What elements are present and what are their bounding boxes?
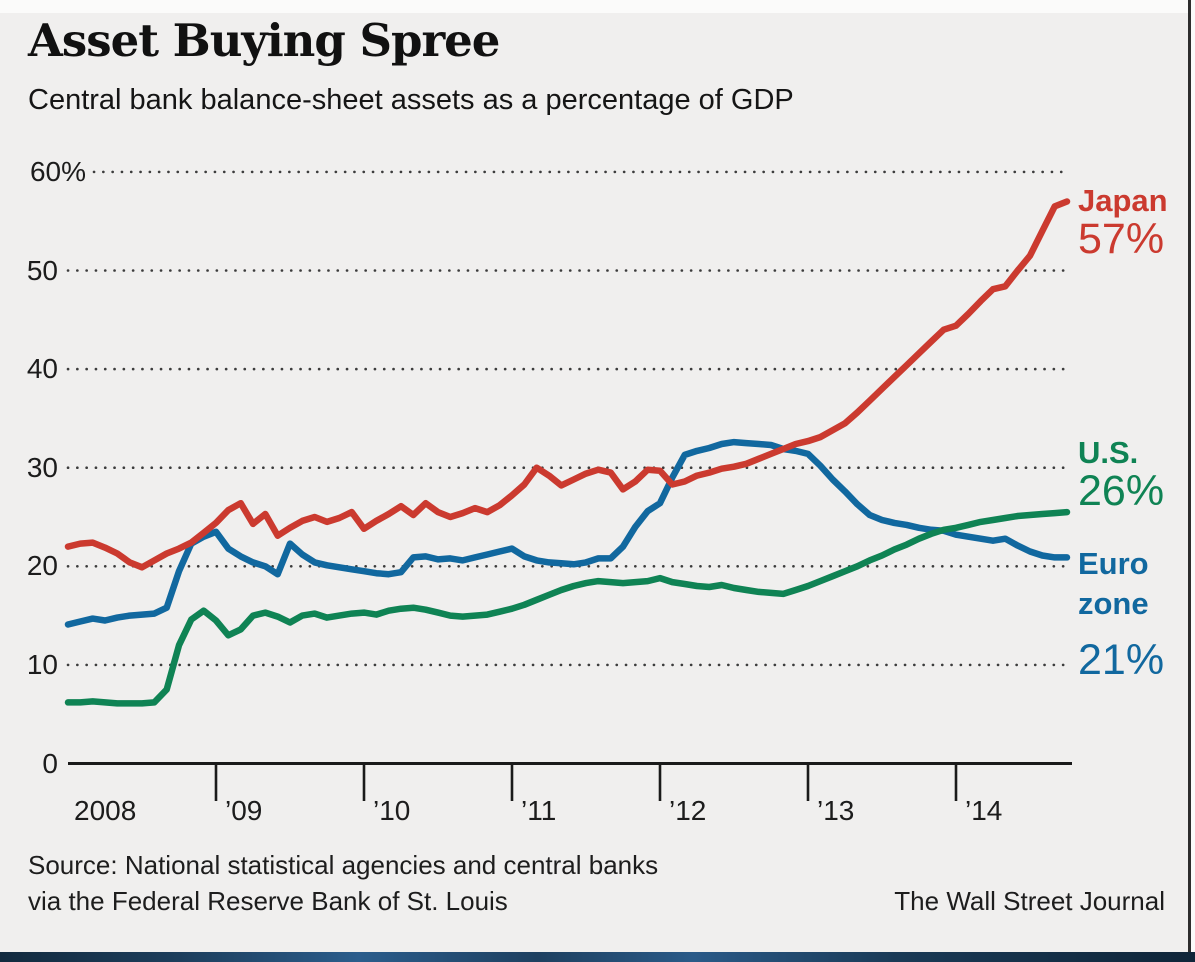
y-axis-tick-label: 30	[26, 451, 58, 483]
series-label-eurozone: Euro zone	[1078, 546, 1149, 621]
series-value-eurozone: 21%	[1078, 636, 1165, 684]
y-axis-tick-label: 20	[26, 550, 58, 582]
bottom-navy-bar	[0, 952, 1195, 962]
y-axis-tick-label: 60%	[29, 155, 86, 187]
series-label-us: U.S.	[1078, 435, 1139, 470]
source-line-1: Source: National statistical agencies an…	[28, 850, 659, 880]
x-axis-tick-label: ’09	[225, 795, 263, 826]
y-axis-tick-label: 0	[42, 747, 58, 779]
publication-credit: The Wall Street Journal	[894, 886, 1165, 916]
top-highlight-strip	[0, 0, 1195, 13]
right-edge-margin	[1191, 0, 1195, 952]
y-axis-tick-label: 40	[26, 353, 58, 385]
series-value-us: 26%	[1078, 467, 1165, 515]
y-axis-tick-label: 10	[26, 648, 58, 680]
source-line-2: via the Federal Reserve Bank of St. Loui…	[28, 886, 508, 916]
x-axis-tick-label: ’11	[521, 795, 557, 826]
y-axis-tick-label: 50	[26, 254, 58, 286]
x-axis-tick-label: ’12	[669, 795, 707, 826]
x-axis-tick-label: ’10	[373, 795, 411, 826]
series-line-euro-zone	[64, 438, 1071, 628]
series-line-u-s	[64, 508, 1071, 707]
x-axis-tick-label: 2008	[74, 795, 137, 826]
series-label-japan: Japan	[1078, 183, 1168, 218]
x-axis-tick-label: ’13	[817, 795, 855, 826]
chart-subtitle: Central bank balance-sheet assets as a p…	[28, 84, 794, 116]
series-line-japan	[64, 198, 1071, 571]
chart-title: Asset Buying Spree	[28, 14, 500, 67]
right-edge-border	[1188, 0, 1191, 952]
series-value-japan: 57%	[1078, 215, 1165, 263]
x-axis-tick-label: ’14	[965, 795, 1003, 826]
